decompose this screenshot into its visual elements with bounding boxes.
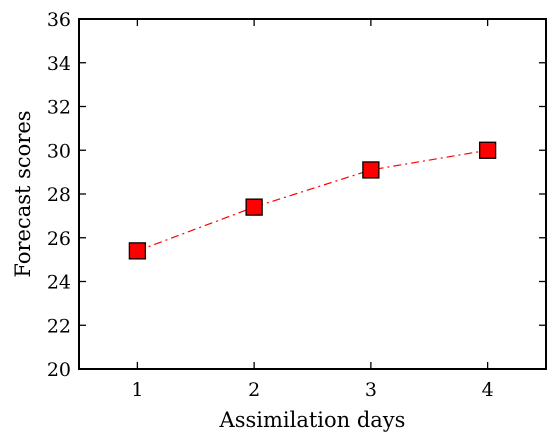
y-tick-label: 30 xyxy=(47,140,71,162)
x-tick-label: 2 xyxy=(248,379,260,401)
y-tick-label: 34 xyxy=(47,53,71,75)
data-point-marker xyxy=(128,242,147,260)
data-point-marker xyxy=(245,198,263,216)
y-tick-label: 32 xyxy=(47,97,71,119)
series-line xyxy=(137,149,488,252)
y-tick-label: 20 xyxy=(47,359,71,381)
x-tick-label: 4 xyxy=(482,379,494,401)
y-tick-label: 36 xyxy=(47,9,71,31)
plot-area-frame xyxy=(78,18,547,370)
y-tick-label: 28 xyxy=(47,184,71,206)
y-axis-label: Forecast scores xyxy=(11,110,35,277)
y-tick-label: 24 xyxy=(47,272,71,294)
y-tick-label: 26 xyxy=(47,228,71,250)
x-tick-label: 3 xyxy=(365,379,377,401)
x-axis-label: Assimilation days xyxy=(219,408,406,432)
data-point-marker xyxy=(362,161,380,179)
x-tick-label: 1 xyxy=(131,379,143,401)
series-layer xyxy=(128,141,497,260)
y-tick-label: 22 xyxy=(47,315,71,337)
data-point-marker xyxy=(478,141,497,159)
